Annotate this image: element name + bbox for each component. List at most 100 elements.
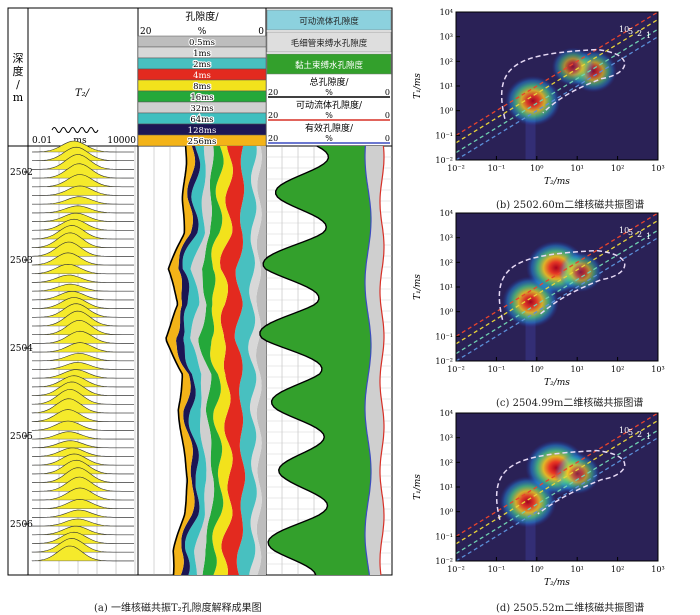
nmr-map-1: 105 2 1 10⁻² 10⁻¹ 10⁰ 10¹ 10² 10³ 10⁻² 10⁻¹ 10⁰ 10¹ 1… <box>413 209 665 388</box>
caption-c: (c) 2504.99m二维核磁共振图谱 <box>496 398 644 409</box>
y-tick-label: 10² <box>440 458 453 467</box>
t2-spectrum-fill <box>32 510 134 518</box>
porosity-header-unit: % <box>198 27 207 37</box>
y-tick-label: 10⁻¹ <box>435 131 453 140</box>
t2-spectrum-fill <box>32 477 134 492</box>
fluid-label: 毛细管束缚水孔隙度 <box>291 38 368 49</box>
fluid-swatch <box>266 53 392 75</box>
depth-header-char: m <box>13 91 24 104</box>
ratio-label: 5 <box>628 27 633 36</box>
depth-tick-label: 2506 <box>10 520 33 530</box>
x-tick-label: 10⁰ <box>530 365 543 374</box>
porosity-header-min: 20 <box>140 27 152 37</box>
ratio-line <box>456 18 658 144</box>
curve-header-unit: % <box>325 134 333 143</box>
t2-spectrum-fill <box>32 499 134 509</box>
y-tick-label: 10³ <box>440 434 453 443</box>
x-tick-label: 10¹ <box>571 164 584 173</box>
t2-spectrum-fill <box>32 275 134 283</box>
ratio-line <box>456 437 658 561</box>
bin-label: 1ms <box>193 49 211 59</box>
t2-spectrum-fill <box>32 311 134 326</box>
y-tick-label: 10¹ <box>440 483 453 492</box>
curve-header-unit: % <box>325 88 333 97</box>
t2-spectrum-fill <box>32 219 134 231</box>
t2-spectrum-fill <box>32 342 134 353</box>
ratio-line <box>456 419 658 545</box>
caption-d: (d) 2505.52m二维核磁共振图谱 <box>496 603 645 614</box>
map-background <box>456 12 658 160</box>
ratio-line <box>456 429 658 555</box>
map-xlabel: T₂/ms <box>544 177 570 187</box>
t2-spectrum-fill <box>32 252 134 266</box>
t2-spectrum-fill <box>32 375 134 387</box>
depth-tick-label: 2505 <box>10 432 33 442</box>
map-region-outline <box>500 48 626 120</box>
caption-b: (b) 2502.60m二维核磁共振图谱 <box>496 200 645 211</box>
ratio-label: 10 <box>619 426 629 435</box>
y-tick-label: 10¹ <box>440 82 453 91</box>
capillary-bound-water-area <box>365 146 384 575</box>
porosity-bin-area <box>220 146 246 575</box>
total-porosity-outline <box>165 145 188 576</box>
depth-tick-label: 2502 <box>10 168 33 178</box>
x-tick-label: 10⁰ <box>530 164 543 173</box>
fluid-label: 黏土束缚水孔隙度 <box>295 60 364 71</box>
map-peak <box>505 75 561 126</box>
y-tick-label: 10⁰ <box>440 107 453 116</box>
ratio-line <box>456 12 658 136</box>
y-tick-label: 10⁴ <box>440 8 453 17</box>
porosity-header-title: 孔隙度/ <box>185 10 219 23</box>
map-low-signal-streak <box>525 110 536 160</box>
porosity-bin-area <box>198 146 224 575</box>
y-tick-label: 10³ <box>440 234 453 243</box>
t2-spectrum-fill <box>32 532 134 544</box>
t2-axis-unit: ms <box>73 136 87 146</box>
depth-header-char: / <box>16 78 20 91</box>
ratio-line <box>456 229 658 355</box>
y-tick-label: 10⁴ <box>440 409 453 418</box>
map-low-signal-streak <box>525 311 536 361</box>
t2-spectrum-fill <box>32 291 134 300</box>
t2-spectrum-fill <box>32 487 134 500</box>
y-tick-label: 10⁴ <box>440 209 453 218</box>
y-tick-label: 10³ <box>440 33 453 42</box>
depth-header-char: 度 <box>13 64 24 78</box>
x-tick-label: 10³ <box>651 365 664 374</box>
porosity-bin-area <box>256 146 266 575</box>
map-peak <box>558 252 603 293</box>
ratio-label: 10 <box>619 226 629 235</box>
y-tick-label: 10⁻¹ <box>435 332 453 341</box>
t2-spectrum-fill <box>32 526 134 535</box>
ratio-label: 1 <box>646 232 651 241</box>
y-tick-label: 10⁻² <box>435 557 453 566</box>
bin-label: 8ms <box>193 82 211 92</box>
x-tick-label: 10² <box>611 565 624 574</box>
x-tick-label: 10⁻¹ <box>488 365 506 374</box>
t2-spectrum-fill <box>32 232 134 248</box>
fluid-swatch <box>266 9 392 31</box>
map-ylabel: T₁/ms <box>413 73 423 99</box>
t2-spectrum-fill <box>32 546 134 561</box>
x-tick-label: 10² <box>611 365 624 374</box>
x-tick-label: 10³ <box>651 164 664 173</box>
t2-spectrum-fill <box>32 185 134 196</box>
t2-spectrum-fill <box>32 467 134 483</box>
x-tick-label: 10³ <box>651 565 664 574</box>
total-porosity-curve <box>259 145 330 576</box>
x-tick-label: 10⁻² <box>447 565 465 574</box>
ratio-label: 2 <box>637 29 642 38</box>
t2-spectrum-fill <box>32 174 134 187</box>
map-peak <box>554 452 601 495</box>
x-tick-label: 10⁻¹ <box>488 565 506 574</box>
fluid-label: 可动流体孔隙度 <box>299 16 359 27</box>
curve-header-title: 可动流体孔隙度/ <box>296 99 363 111</box>
t2-spectrum-fill <box>32 303 134 318</box>
depth-header-char: 深 <box>13 52 24 65</box>
map-region-outline <box>495 449 626 521</box>
t2-axis-max: 10000 <box>107 136 136 146</box>
t2-spectrum-fill <box>32 242 134 257</box>
map-low-signal-streak <box>525 511 536 561</box>
fluid-swatch <box>266 31 392 53</box>
t2-spectrum-fill <box>32 440 134 448</box>
